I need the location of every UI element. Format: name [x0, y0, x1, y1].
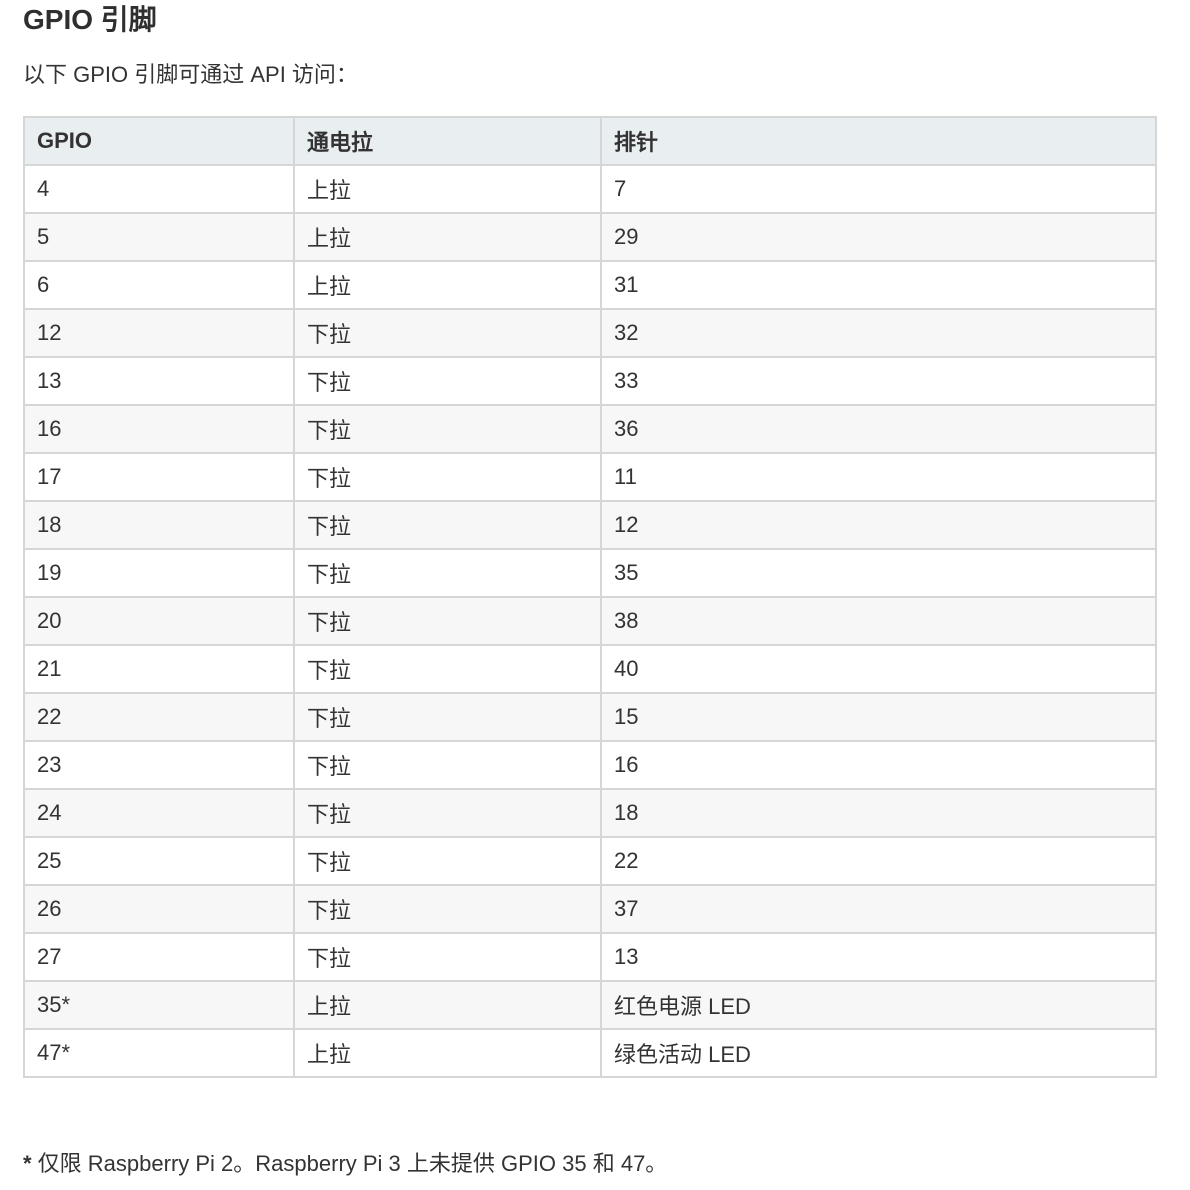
cell-header-pin: 18	[600, 788, 1157, 838]
table-header-row: GPIO 通电拉 排针	[23, 116, 1157, 166]
table-row: 27 下拉 13	[23, 932, 1157, 982]
cell-header-pin: 15	[600, 692, 1157, 742]
cell-pull: 下拉	[293, 356, 602, 406]
cell-header-pin: 36	[600, 404, 1157, 454]
cell-gpio: 6	[23, 260, 295, 310]
table-row: 19 下拉 35	[23, 548, 1157, 598]
cell-header-pin: 绿色活动 LED	[600, 1028, 1157, 1078]
table-row: 13 下拉 33	[23, 356, 1157, 406]
table-row: 6 上拉 31	[23, 260, 1157, 310]
table-row: 12 下拉 32	[23, 308, 1157, 358]
table-row: 4 上拉 7	[23, 164, 1157, 214]
cell-pull: 上拉	[293, 260, 602, 310]
cell-pull: 下拉	[293, 788, 602, 838]
cell-header-pin: 33	[600, 356, 1157, 406]
cell-gpio: 25	[23, 836, 295, 886]
cell-header-pin: 7	[600, 164, 1157, 214]
document-page: GPIO 引脚 以下 GPIO 引脚可通过 API 访问： GPIO 通电拉 排…	[23, 0, 1157, 1176]
cell-header-pin: 22	[600, 836, 1157, 886]
cell-gpio: 4	[23, 164, 295, 214]
table-row: 47* 上拉 绿色活动 LED	[23, 1028, 1157, 1078]
cell-pull: 下拉	[293, 500, 602, 550]
table-row: 25 下拉 22	[23, 836, 1157, 886]
cell-gpio: 47*	[23, 1028, 295, 1078]
table-row: 26 下拉 37	[23, 884, 1157, 934]
cell-gpio: 12	[23, 308, 295, 358]
table-row: 17 下拉 11	[23, 452, 1157, 502]
table-body: 4 上拉 7 5 上拉 29 6 上拉 31 12 下拉 32 13 下拉 33 16 下拉 36 17 下拉 11 18…	[23, 164, 1157, 1078]
gpio-pins-table: GPIO 通电拉 排针 4 上拉 7 5 上拉 29 6 上拉 31 12 下拉 32 13 下拉 33 16…	[23, 116, 1157, 1078]
footnote: * 仅限 Raspberry Pi 2。Raspberry Pi 3 上未提供 …	[23, 1148, 667, 1180]
cell-header-pin: 35	[600, 548, 1157, 598]
cell-pull: 下拉	[293, 308, 602, 358]
cell-gpio: 20	[23, 596, 295, 646]
cell-pull: 下拉	[293, 740, 602, 790]
table-row: 18 下拉 12	[23, 500, 1157, 550]
cell-pull: 下拉	[293, 452, 602, 502]
page-title: GPIO 引脚	[23, 4, 157, 35]
cell-pull: 下拉	[293, 692, 602, 742]
table-row: 22 下拉 15	[23, 692, 1157, 742]
cell-gpio: 27	[23, 932, 295, 982]
table-row: 21 下拉 40	[23, 644, 1157, 694]
cell-header-pin: 32	[600, 308, 1157, 358]
cell-gpio: 23	[23, 740, 295, 790]
cell-header-pin: 29	[600, 212, 1157, 262]
footnote-text: 仅限 Raspberry Pi 2。Raspberry Pi 3 上未提供 GP…	[31, 1151, 668, 1176]
cell-gpio: 17	[23, 452, 295, 502]
cell-gpio: 18	[23, 500, 295, 550]
cell-gpio: 16	[23, 404, 295, 454]
cell-pull: 上拉	[293, 980, 602, 1030]
cell-pull: 下拉	[293, 548, 602, 598]
cell-header-pin: 11	[600, 452, 1157, 502]
cell-header-pin: 40	[600, 644, 1157, 694]
cell-header-pin: 38	[600, 596, 1157, 646]
cell-gpio: 24	[23, 788, 295, 838]
cell-gpio: 26	[23, 884, 295, 934]
column-header-pull: 通电拉	[293, 116, 602, 166]
cell-gpio: 13	[23, 356, 295, 406]
cell-header-pin: 31	[600, 260, 1157, 310]
table-row: 16 下拉 36	[23, 404, 1157, 454]
cell-gpio: 21	[23, 644, 295, 694]
cell-pull: 下拉	[293, 836, 602, 886]
cell-pull: 上拉	[293, 164, 602, 214]
column-header-gpio: GPIO	[23, 116, 295, 166]
cell-pull: 下拉	[293, 644, 602, 694]
table-header: GPIO 通电拉 排针	[23, 116, 1157, 166]
cell-header-pin: 红色电源 LED	[600, 980, 1157, 1030]
footnote-mark: *	[23, 1151, 32, 1176]
cell-pull: 上拉	[293, 1028, 602, 1078]
cell-header-pin: 13	[600, 932, 1157, 982]
cell-gpio: 35*	[23, 980, 295, 1030]
table-row: 20 下拉 38	[23, 596, 1157, 646]
intro-text: 以下 GPIO 引脚可通过 API 访问：	[23, 62, 358, 87]
cell-pull: 上拉	[293, 212, 602, 262]
cell-header-pin: 37	[600, 884, 1157, 934]
cell-pull: 下拉	[293, 884, 602, 934]
cell-header-pin: 16	[600, 740, 1157, 790]
cell-gpio: 19	[23, 548, 295, 598]
cell-gpio: 5	[23, 212, 295, 262]
cell-pull: 下拉	[293, 932, 602, 982]
cell-header-pin: 12	[600, 500, 1157, 550]
table-row: 35* 上拉 红色电源 LED	[23, 980, 1157, 1030]
column-header-header-pin: 排针	[600, 116, 1157, 166]
table-row: 23 下拉 16	[23, 740, 1157, 790]
table-row: 24 下拉 18	[23, 788, 1157, 838]
cell-pull: 下拉	[293, 404, 602, 454]
table-row: 5 上拉 29	[23, 212, 1157, 262]
cell-gpio: 22	[23, 692, 295, 742]
cell-pull: 下拉	[293, 596, 602, 646]
